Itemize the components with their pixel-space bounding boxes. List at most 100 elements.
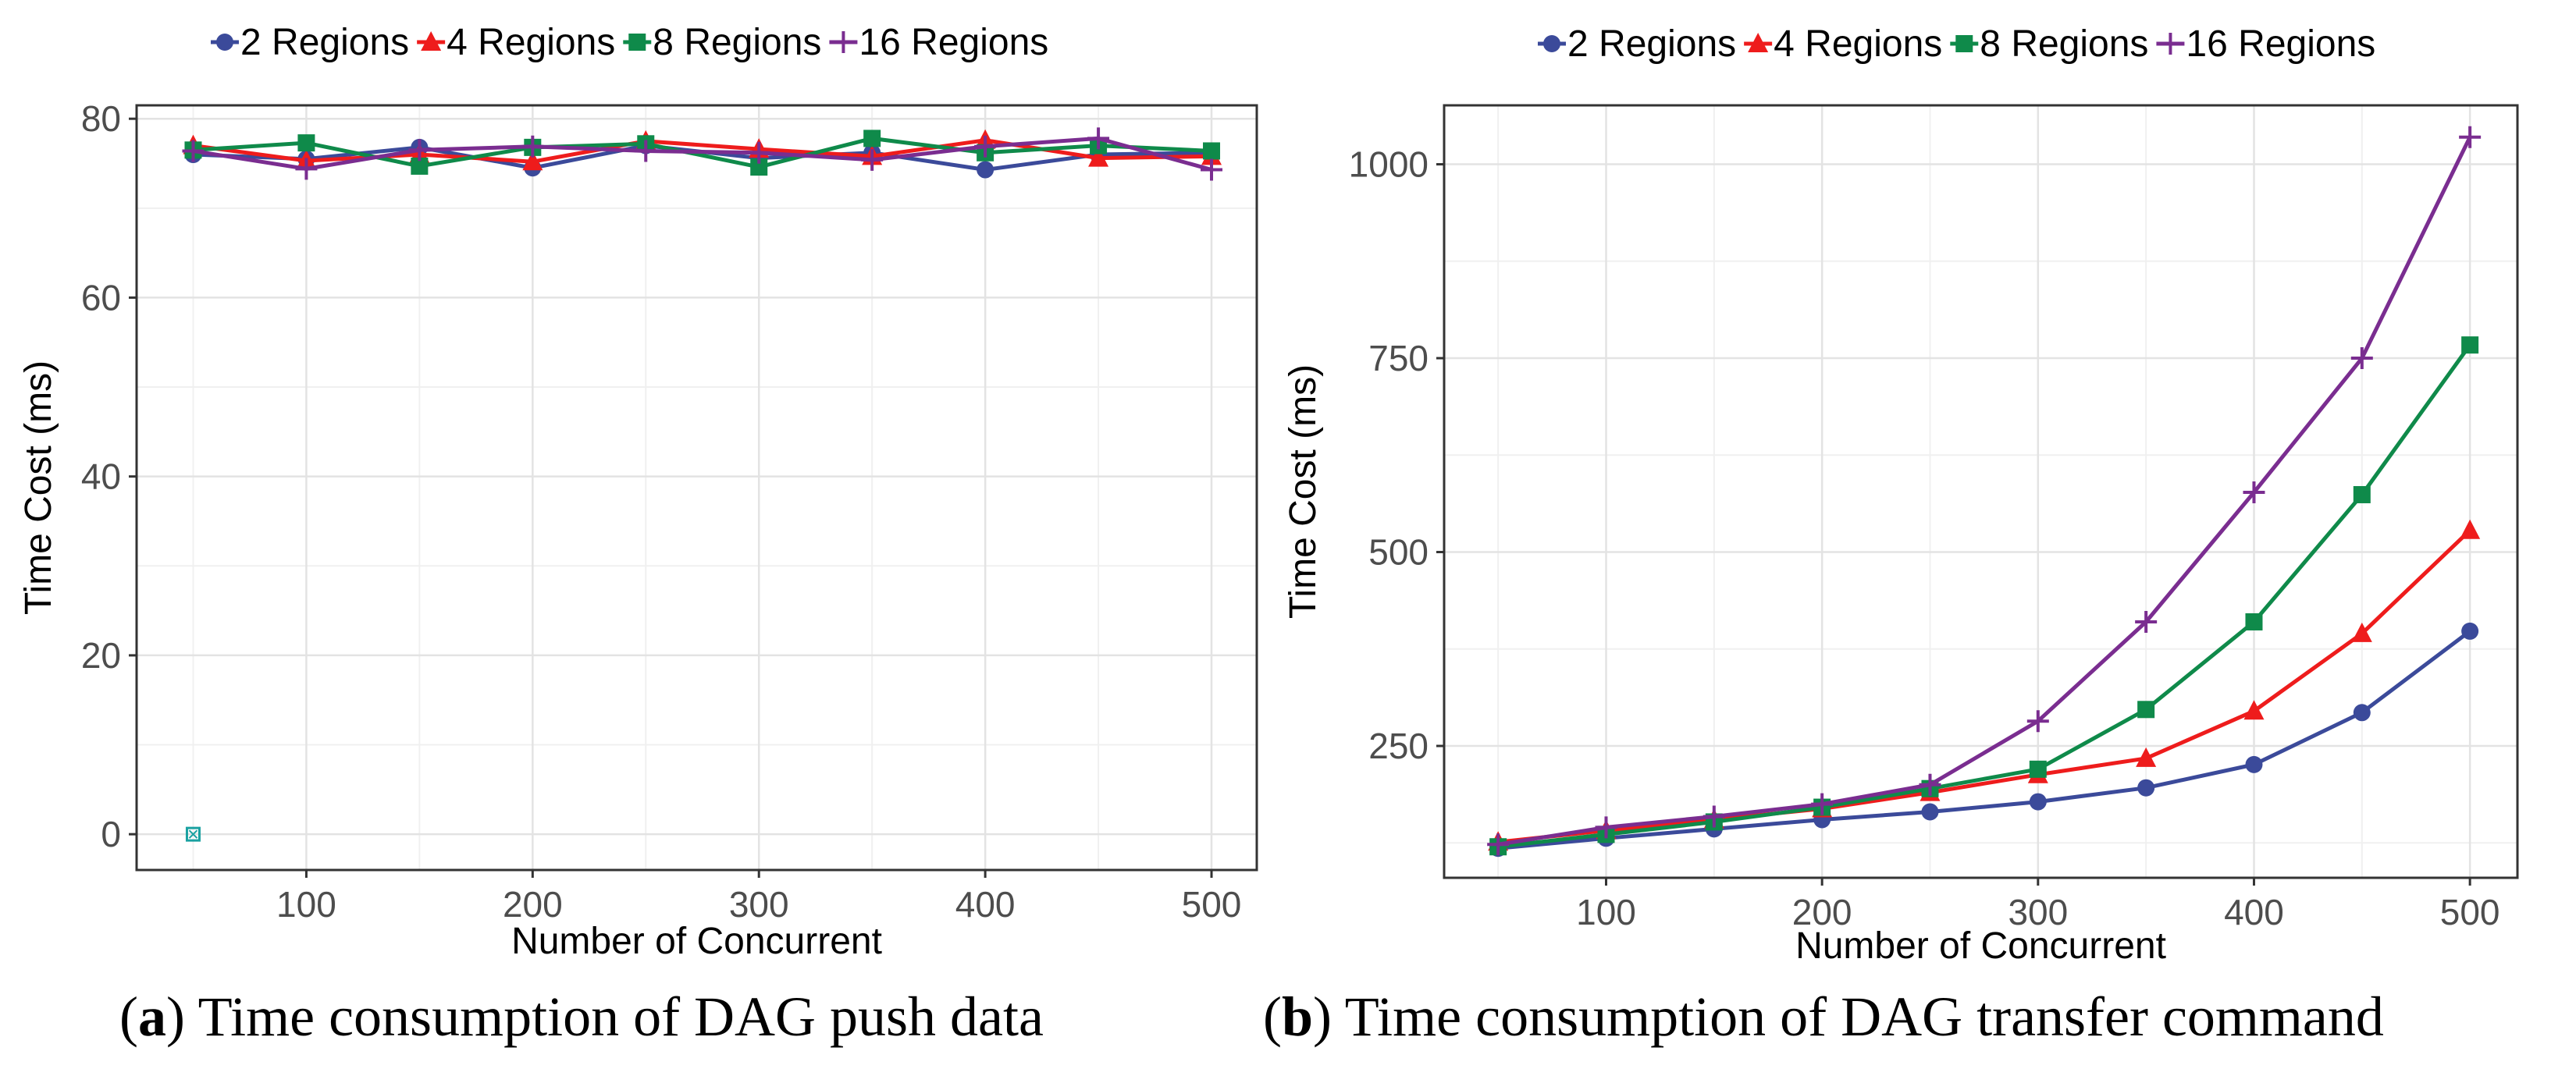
- plot-area: [137, 105, 1257, 870]
- x-tick-label: 200: [1792, 892, 1852, 932]
- x-tick-label: 500: [2440, 892, 2500, 932]
- plot-area: [1444, 105, 2517, 878]
- series-line: [1497, 528, 2471, 844]
- x-tick-label: 200: [503, 884, 563, 925]
- legend-label: 2 Regions: [240, 22, 409, 63]
- data-point: [2137, 779, 2155, 797]
- y-tick-label: 1000: [1349, 144, 1429, 185]
- x-tick-label: 300: [729, 884, 789, 925]
- data-point: [295, 158, 318, 180]
- series-16-regions: [182, 127, 1223, 181]
- x-tick-label: 100: [1576, 892, 1636, 932]
- data-point: [297, 134, 315, 152]
- data-point: [2135, 610, 2158, 633]
- y-axis-title: Time Cost (ms): [18, 360, 59, 615]
- legend-label: 2 Regions: [1567, 23, 1736, 65]
- data-point: [635, 140, 657, 162]
- data-point: [2029, 760, 2047, 778]
- data-point: [1811, 793, 1834, 815]
- legend-marker: [421, 31, 442, 51]
- series-line: [1497, 136, 2472, 847]
- series-line: [1497, 343, 2472, 849]
- y-tick-label: 500: [1368, 532, 1429, 573]
- x-tick-label: 400: [955, 884, 1016, 925]
- legend-marker: [1543, 35, 1560, 52]
- y-axis-title: Time Cost (ms): [1283, 364, 1324, 619]
- data-point: [2245, 613, 2263, 630]
- legend-label: 16 Regions: [2186, 23, 2375, 65]
- data-point: [748, 141, 770, 164]
- data-point: [2136, 747, 2157, 767]
- data-point: [1595, 816, 1617, 839]
- y-tick-label: 20: [81, 635, 121, 676]
- plot-border: [135, 104, 1258, 872]
- legend: 2 Regions 4 Regions 8 Regions 16 Regions: [211, 22, 1048, 63]
- data-point: [522, 151, 543, 171]
- data-point: [182, 140, 205, 162]
- data-point: [2245, 755, 2263, 773]
- data-point: [2026, 710, 2049, 733]
- x-tick-label: 500: [1182, 884, 1242, 925]
- legend-label: 8 Regions: [1980, 23, 2148, 65]
- data-point: [1201, 158, 1223, 181]
- data-point: [861, 148, 884, 171]
- data-point: [2461, 622, 2479, 640]
- annotation-marker-cross: [188, 829, 198, 839]
- data-point: [408, 139, 431, 162]
- data-point: [1703, 805, 1725, 828]
- legend-marker: [2159, 33, 2182, 55]
- series-16-regions: [1487, 126, 2482, 856]
- gridlines: [137, 105, 1257, 870]
- series-8-regions: [1489, 336, 2479, 856]
- data-point: [2243, 700, 2265, 720]
- data-point: [1921, 803, 1939, 821]
- data-point: [750, 158, 768, 176]
- data-point: [1087, 127, 1110, 150]
- y-tick-label: 60: [81, 277, 121, 318]
- data-point: [411, 157, 429, 175]
- series-line: [1497, 629, 2471, 850]
- series-line: [193, 136, 1212, 172]
- x-axis-title: Number of Concurrent: [511, 921, 882, 962]
- x-tick-label: 100: [276, 884, 336, 925]
- data-point: [2460, 519, 2481, 539]
- legend-marker: [628, 34, 646, 51]
- x-tick-label: 300: [2008, 892, 2068, 932]
- legend-label: 4 Regions: [1774, 23, 1942, 65]
- legend-label: 16 Regions: [859, 22, 1048, 63]
- data-point: [2353, 485, 2371, 503]
- data-point: [2461, 336, 2479, 354]
- data-point: [863, 130, 881, 147]
- y-tick-label: 40: [81, 456, 121, 497]
- legend-marker: [1748, 33, 1769, 52]
- data-point: [521, 135, 544, 158]
- legend-marker: [216, 34, 233, 51]
- legend-marker: [1955, 35, 1973, 52]
- data-point: [974, 135, 997, 158]
- chart-b: 100 200 300 400 500 250 500 750 1000 Number of Co…: [1283, 23, 2519, 967]
- data-point: [1487, 833, 1510, 856]
- data-point: [2350, 347, 2373, 370]
- legend-marker: [832, 31, 855, 53]
- y-tick-label: 250: [1368, 726, 1429, 766]
- x-tick-label: 400: [2224, 892, 2284, 932]
- data-point: [1088, 147, 1109, 167]
- legend-label: 8 Regions: [653, 22, 821, 63]
- plot-border: [1443, 104, 2519, 879]
- series-line: [193, 136, 1212, 169]
- chart-a: 100 200 300 400 500 0 20 40 60 80 Number of Concur…: [18, 22, 1258, 962]
- data-point: [2459, 126, 2482, 148]
- annotation-marker: [185, 826, 201, 842]
- data-point: [977, 161, 994, 179]
- y-tick-label: 0: [101, 814, 121, 854]
- caption-b: (b) Time consumption of DAG transfer com…: [1263, 985, 2384, 1048]
- data-point: [1203, 142, 1221, 160]
- data-point: [1919, 773, 1941, 796]
- data-point: [2029, 793, 2047, 811]
- caption-a: (a) Time consumption of DAG push data: [119, 985, 1044, 1048]
- y-tick-label: 750: [1368, 338, 1429, 378]
- data-point: [2353, 704, 2371, 722]
- legend-label: 4 Regions: [447, 22, 615, 63]
- x-axis-title: Number of Concurrent: [1795, 925, 2166, 967]
